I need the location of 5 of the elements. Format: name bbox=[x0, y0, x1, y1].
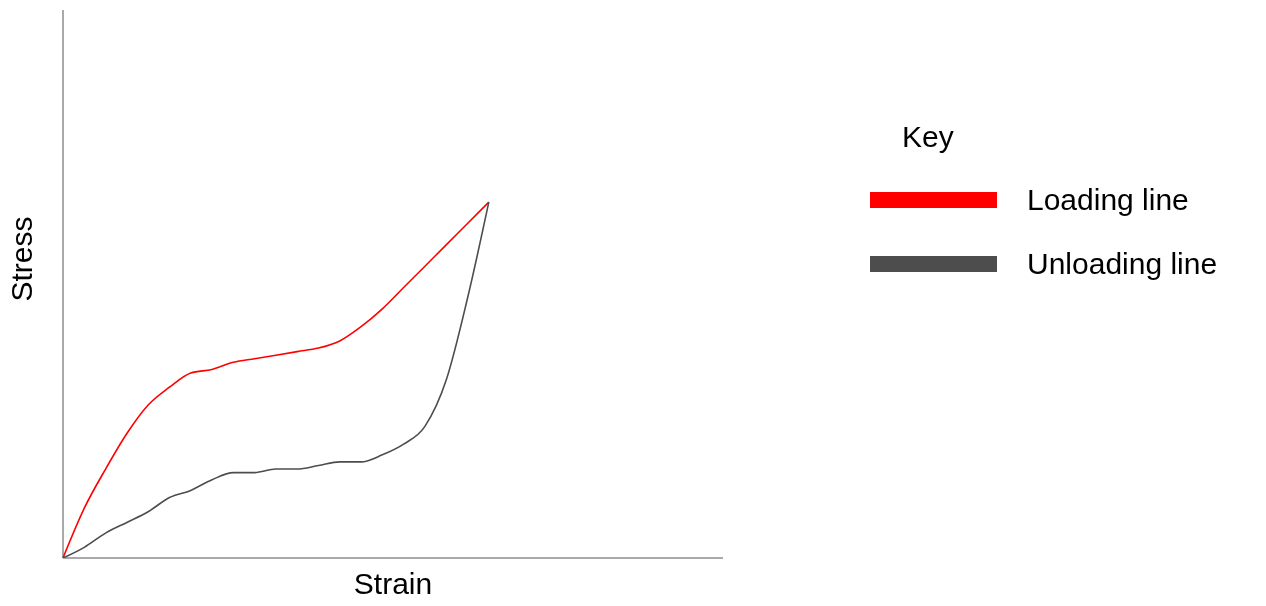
legend-title: Key bbox=[902, 120, 955, 154]
legend-label: Loading line bbox=[1027, 183, 1189, 217]
legend-label: Unloading line bbox=[1027, 247, 1218, 281]
x-axis-title: Strain bbox=[353, 567, 433, 600]
y-axis-title: Stress bbox=[4, 216, 38, 302]
